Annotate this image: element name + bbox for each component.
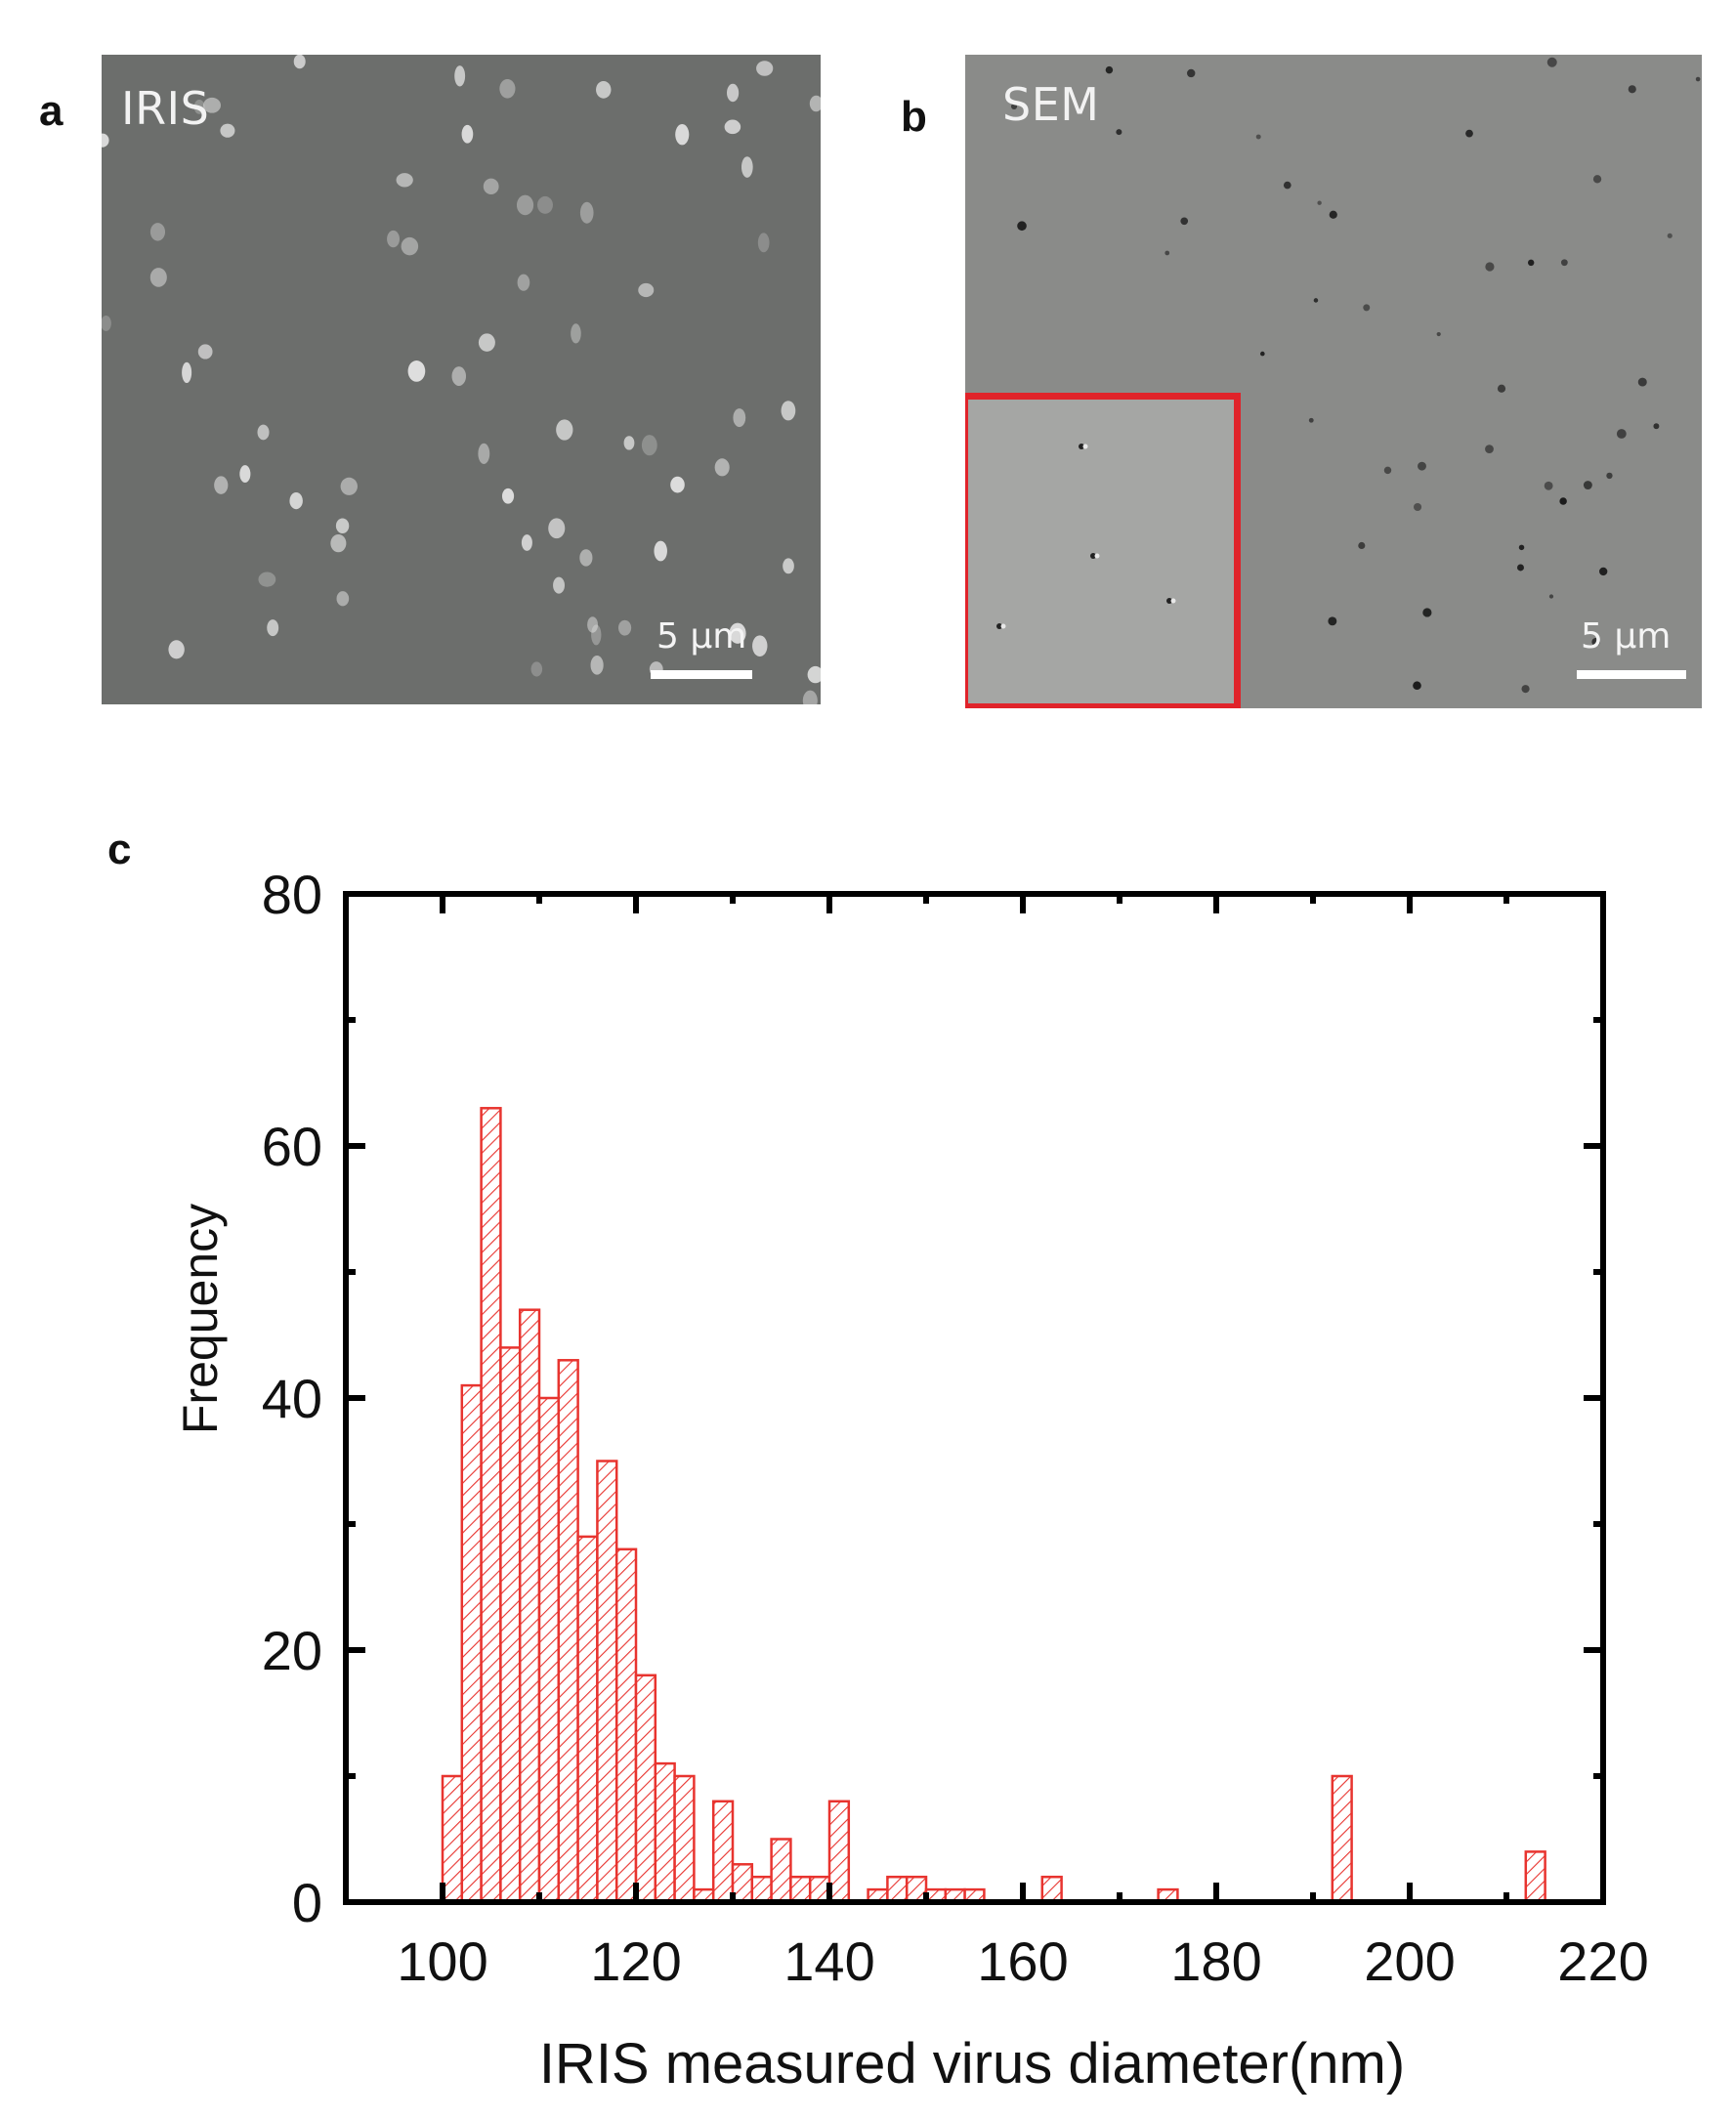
iris-image-title: IRIS — [121, 82, 210, 135]
sem-scalebar-label: 5 µm — [1581, 616, 1672, 657]
histogram-bar — [634, 1674, 657, 1904]
iris-image: IRIS 5 µm — [102, 55, 821, 704]
sem-inset-particles — [996, 444, 1176, 629]
histogram-bar — [886, 1875, 909, 1904]
histogram-bar — [654, 1761, 676, 1904]
iris-scalebar-label: 5 µm — [656, 616, 747, 657]
sem-scalebar — [1577, 670, 1686, 679]
sem-image-title: SEM — [1002, 78, 1100, 131]
histogram-bar — [596, 1460, 618, 1904]
y-tick-labels: 0 20 40 60 80 — [262, 864, 322, 1933]
y-axis-label: Frequency — [173, 1204, 228, 1434]
histogram-bar — [673, 1774, 696, 1904]
histogram-bar — [518, 1308, 541, 1904]
histogram-bar — [1524, 1850, 1546, 1904]
y-tick-label: 20 — [262, 1620, 322, 1681]
y-tick-label: 80 — [262, 864, 322, 925]
x-tick-label: 200 — [1364, 1930, 1455, 1992]
x-tick-labels: 100 120 140 160 180 200 220 — [397, 1930, 1648, 1992]
x-tick-label: 160 — [977, 1930, 1068, 1992]
sem-image: SEM 5 µm — [965, 55, 1702, 708]
iris-scalebar — [651, 670, 752, 679]
histogram-bar — [1040, 1875, 1063, 1904]
y-tick-label: 40 — [262, 1368, 322, 1429]
x-tick-label: 120 — [590, 1930, 681, 1992]
histogram-bar — [537, 1396, 561, 1904]
histogram-bar — [499, 1346, 522, 1904]
x-tick-label: 100 — [397, 1930, 487, 1992]
x-tick-label: 180 — [1170, 1930, 1261, 1992]
diameter-histogram: 0 20 40 60 80 100 120 140 160 180 200 220 Frequenc… — [173, 864, 1649, 2096]
histogram-bar — [557, 1359, 579, 1904]
histogram-bar — [460, 1383, 483, 1904]
y-tick-label: 0 — [292, 1872, 322, 1933]
histogram-bar — [576, 1535, 599, 1904]
x-tick-label: 140 — [783, 1930, 874, 1992]
iris-particle-field — [102, 55, 821, 704]
x-tick-label: 220 — [1557, 1930, 1648, 1992]
histogram-bar — [614, 1547, 638, 1904]
histogram-bar — [1331, 1774, 1353, 1904]
y-tick-label: 60 — [262, 1116, 322, 1177]
histogram-bar — [770, 1838, 792, 1904]
histogram-bar — [480, 1107, 502, 1904]
panel-a-label: a — [39, 87, 64, 135]
sem-zoom-inset — [965, 393, 1241, 708]
axis-ticks — [346, 891, 1606, 1905]
histogram-bar — [750, 1875, 773, 1904]
histogram-bars — [441, 1107, 1546, 1904]
x-axis-label: IRIS measured virus diameter(nm) — [539, 2032, 1405, 2096]
panel-c-label: c — [107, 826, 132, 873]
panel-b-label: b — [901, 93, 927, 141]
histogram-bar — [789, 1875, 812, 1904]
histogram-bar — [711, 1800, 735, 1904]
